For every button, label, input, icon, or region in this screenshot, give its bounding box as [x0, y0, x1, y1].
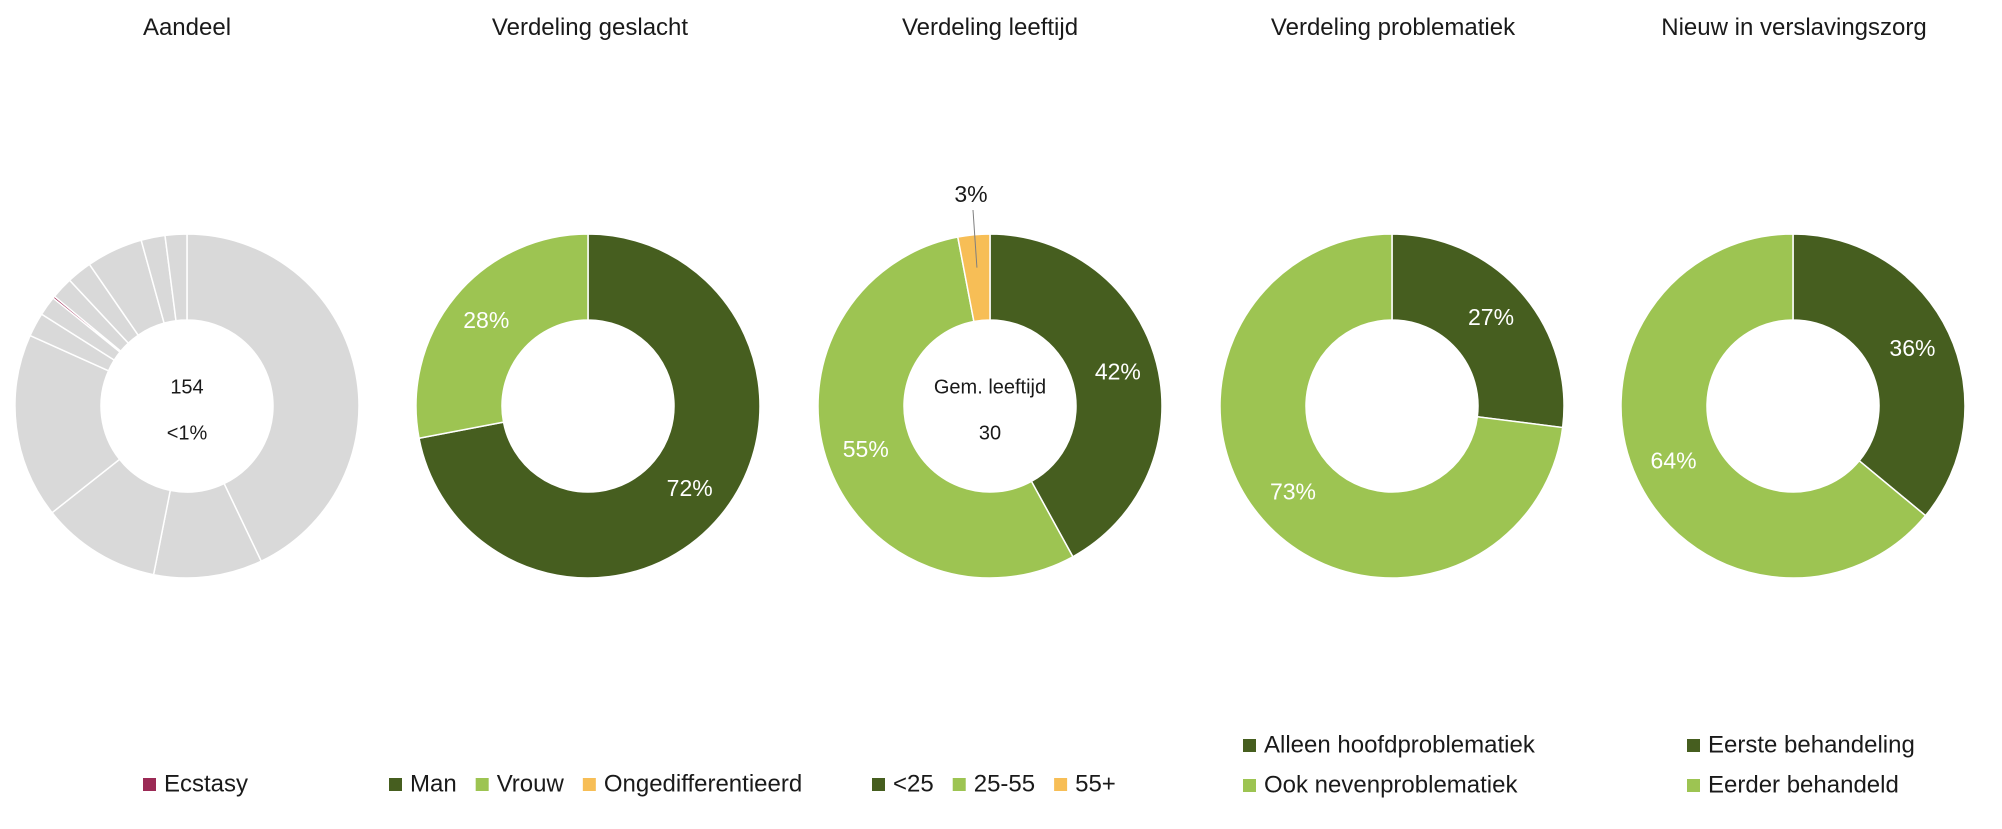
donut-slice-25: [989, 233, 1163, 558]
donut-slice-eerste-behandeling: [1792, 233, 1966, 517]
legend-swatch: [1054, 778, 1068, 791]
legend-swatch: [582, 778, 596, 791]
legend-item-alleen-hoofdproblematiek: Alleen hoofdproblematiek: [1243, 731, 1536, 758]
data-label: 42%: [1095, 358, 1141, 384]
legend-label: Ongedifferentieerd: [604, 770, 802, 797]
legend-swatch: [1687, 779, 1700, 792]
legend-item-25: <25: [872, 770, 934, 797]
chart-title: Aandeel: [143, 14, 231, 41]
data-label: 36%: [1889, 335, 1935, 361]
legend-swatch: [1243, 739, 1256, 752]
legend-item-55: 55+: [1054, 770, 1116, 797]
donut-slice-55: [956, 233, 991, 323]
legend-label: 25-55: [974, 770, 1035, 797]
callout-line: [972, 209, 978, 268]
legend-item-eerste-behandeling: Eerste behandeling: [1687, 731, 1915, 758]
legend-label: Man: [410, 770, 457, 797]
legend-label: <25: [893, 770, 934, 797]
legend-item-ongedifferentieerd: Ongedifferentieerd: [582, 770, 802, 797]
legend-item-eerder-behandeld: Eerder behandeld: [1687, 771, 1899, 798]
donut-slice: [186, 233, 360, 563]
legend-label: Ook nevenproblematiek: [1264, 771, 1518, 798]
chart-title: Verdeling geslacht: [492, 14, 688, 41]
legend-label: 55+: [1075, 770, 1116, 797]
donut-slice-vrouw: [415, 233, 589, 440]
donut-slice-ook-nevenproblematiek: [1219, 233, 1564, 579]
donut-slice: [14, 334, 121, 514]
legend-swatch: [872, 778, 885, 791]
data-label: 28%: [463, 307, 509, 333]
data-label: 73%: [1270, 478, 1316, 504]
legend-item-man: Man: [389, 770, 457, 797]
center-text: Gem. leeftijd: [934, 376, 1046, 398]
center-text: 154: [170, 376, 203, 398]
legend-swatch: [143, 778, 156, 791]
donut-slice-25-55: [817, 236, 1074, 579]
chart-title: Verdeling problematiek: [1271, 14, 1516, 41]
legend-label: Eerder behandeld: [1708, 771, 1899, 798]
donut-slice-alleen-hoofdproblematiek: [1391, 233, 1565, 429]
donut-slice-eerder-behandeld: [1620, 233, 1927, 579]
chart-verdeling-geslacht: Verdeling geslacht 72% 28% Man Vrouw Ongediff…: [389, 14, 802, 797]
data-label: 72%: [667, 475, 713, 501]
legend-swatch: [1687, 739, 1700, 752]
data-label: 64%: [1651, 447, 1697, 473]
legend-item-ook-nevenproblematiek: Ook nevenproblematiek: [1243, 771, 1518, 798]
legend-label: Ecstasy: [164, 770, 248, 797]
legend-item-ecstasy: Ecstasy: [143, 770, 248, 797]
data-label: 3%: [954, 181, 987, 207]
data-label: 27%: [1468, 304, 1514, 330]
legend-swatch: [475, 778, 489, 791]
chart-aandeel: Aandeel 154 <1% Ecstasy: [14, 14, 360, 797]
chart-title: Verdeling leeftijd: [902, 14, 1078, 41]
chart-verdeling-problematiek: Verdeling problematiek 27% 73% Alleen hoofd…: [1219, 14, 1565, 798]
chart-verdeling-leeftijd: Verdeling leeftijd 42% 55% 3% Gem. leeftijd 3…: [817, 14, 1163, 797]
chart-nieuw-in-verslavingszorg: Nieuw in verslavingszorg 36% 64% Eerste beh…: [1620, 14, 1966, 798]
legend-swatch: [952, 778, 966, 791]
legend-label: Alleen hoofdproblematiek: [1264, 731, 1536, 758]
donut-slice: [164, 233, 188, 322]
legend-label: Vrouw: [497, 770, 565, 797]
center-text: <1%: [167, 422, 208, 444]
legend-swatch: [1243, 779, 1256, 792]
donut-slice-man: [418, 233, 761, 579]
legend-label: Eerste behandeling: [1708, 731, 1915, 758]
data-label: 55%: [843, 436, 889, 462]
legend-item-vrouw: Vrouw: [475, 770, 565, 797]
legend-item-25-55: 25-55: [952, 770, 1035, 797]
chart-title: Nieuw in verslavingszorg: [1661, 14, 1926, 41]
center-text: 30: [979, 422, 1001, 444]
legend-swatch: [389, 778, 402, 791]
